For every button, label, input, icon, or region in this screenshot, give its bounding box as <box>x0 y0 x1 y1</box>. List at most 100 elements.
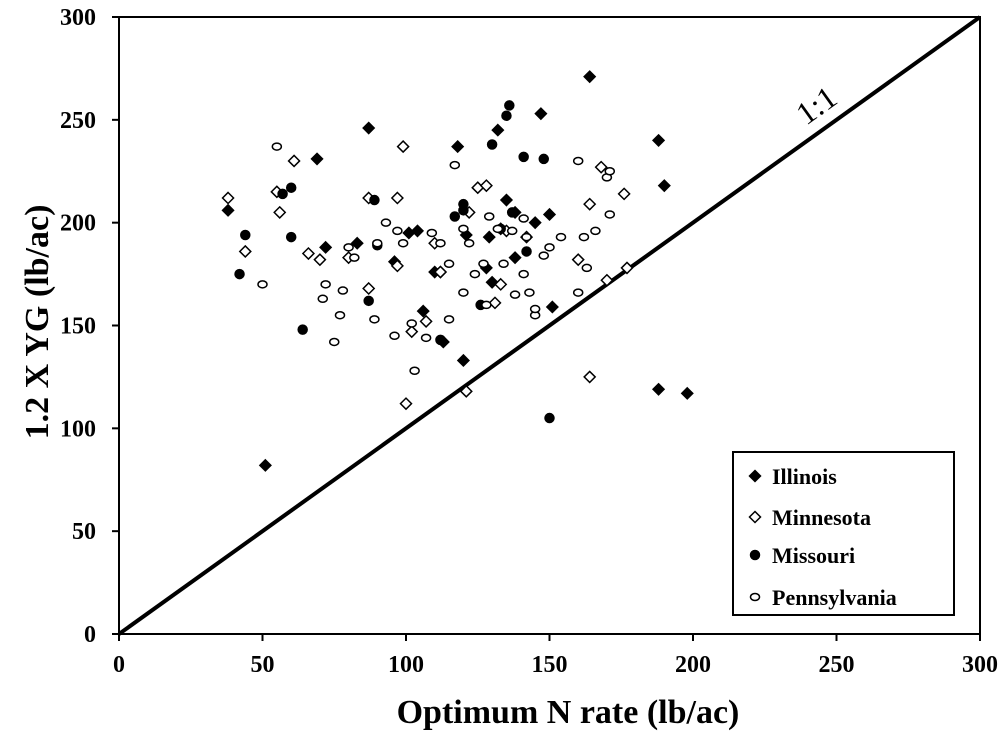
data-point-pennsylvania <box>518 269 529 279</box>
data-point-pennsylvania <box>506 226 518 236</box>
data-point-pennsylvania <box>604 167 616 176</box>
data-point-pennsylvania <box>271 142 283 151</box>
legend-symbol-pennsylvania <box>749 592 761 602</box>
y-axis-title: 1.2 X YG (lb/ac) <box>19 205 56 440</box>
data-point-minnesota <box>273 205 287 219</box>
data-point-pennsylvania <box>372 238 383 248</box>
y-axis-tick-labels: 0 50 100 150 200 250 300 <box>60 5 96 648</box>
data-point-minnesota <box>583 370 597 384</box>
data-point-missouri <box>538 153 550 165</box>
data-point-pennsylvania <box>572 156 584 166</box>
data-point-minnesota <box>488 296 502 310</box>
data-point-pennsylvania <box>544 243 555 252</box>
data-point-minnesota <box>494 277 508 291</box>
data-point-missouri <box>486 139 498 150</box>
axis-ticks <box>112 16 981 641</box>
data-point-illinois <box>456 353 470 368</box>
data-point-pennsylvania <box>555 232 567 242</box>
data-point-illinois <box>528 216 542 230</box>
data-point-minnesota <box>301 246 315 261</box>
data-points <box>221 70 694 472</box>
data-point-pennsylvania <box>492 224 504 234</box>
data-point-illinois <box>362 121 376 135</box>
reference-line-label: 1:1 <box>789 79 843 132</box>
data-point-illinois <box>583 70 597 84</box>
data-point-pennsylvania <box>443 259 455 269</box>
data-point-pennsylvania <box>521 232 532 242</box>
data-point-illinois <box>657 179 671 193</box>
data-point-missouri <box>501 110 512 121</box>
data-point-illinois <box>416 304 430 318</box>
data-point-illinois <box>258 458 272 472</box>
data-point-pennsylvania <box>257 280 268 289</box>
data-point-illinois <box>451 140 465 154</box>
data-point-missouri <box>297 324 308 335</box>
legend: Illinois Minnesota Missouri Pennsylvania <box>732 451 955 616</box>
data-point-minnesota <box>433 265 448 279</box>
data-point-pennsylvania <box>483 212 495 221</box>
y-tick-label: 50 <box>72 519 96 545</box>
legend-symbol-minnesota <box>748 510 762 524</box>
data-point-minnesota <box>479 179 493 193</box>
data-point-pennsylvania <box>458 224 469 234</box>
data-point-illinois <box>410 224 425 238</box>
y-tick-label: 150 <box>60 314 96 340</box>
data-point-minnesota <box>617 187 631 201</box>
data-point-minnesota <box>238 244 252 259</box>
data-point-missouri <box>435 334 446 346</box>
legend-label-pennsylvania: Pennsylvania <box>772 585 897 610</box>
data-point-pennsylvania <box>463 238 475 248</box>
x-tick-label: 100 <box>388 652 424 678</box>
y-tick-label: 300 <box>60 5 96 31</box>
data-point-illinois <box>651 382 666 396</box>
legend-symbol-missouri <box>749 549 761 561</box>
y-tick-label: 0 <box>84 622 96 648</box>
data-point-missouri <box>240 229 251 241</box>
legend-label-minnesota: Minnesota <box>772 505 871 530</box>
data-point-pennsylvania <box>329 337 340 347</box>
data-point-missouri <box>285 182 297 193</box>
data-point-pennsylvania <box>392 226 403 236</box>
legend-symbols <box>748 469 762 602</box>
series-pennsylvania <box>257 142 616 375</box>
data-point-pennsylvania <box>409 366 420 375</box>
data-point-pennsylvania <box>337 286 349 295</box>
data-point-minnesota <box>571 253 585 267</box>
data-point-pennsylvania <box>524 288 535 297</box>
data-point-pennsylvania <box>604 210 616 219</box>
x-tick-label: 0 <box>113 652 125 678</box>
data-point-pennsylvania <box>509 290 521 299</box>
data-point-minnesota <box>390 191 404 205</box>
data-point-pennsylvania <box>572 288 584 297</box>
x-tick-label: 200 <box>675 652 711 678</box>
data-point-minnesota <box>620 261 634 275</box>
data-point-illinois <box>221 203 235 217</box>
data-point-illinois <box>482 230 496 244</box>
data-point-pennsylvania <box>498 259 509 269</box>
data-point-missouri <box>369 194 380 206</box>
x-axis-title: Optimum N rate (lb/ac) <box>397 694 740 731</box>
x-axis-tick-labels: 0 50 100 150 200 250 300 <box>113 652 998 678</box>
data-point-pennsylvania <box>449 160 461 170</box>
x-tick-label: 300 <box>962 652 998 678</box>
y-tick-label: 250 <box>60 108 96 134</box>
data-point-pennsylvania <box>389 331 400 341</box>
series-illinois <box>221 70 694 472</box>
data-point-illinois <box>545 300 559 314</box>
x-tick-label: 250 <box>819 652 855 678</box>
data-point-missouri <box>521 246 532 257</box>
data-point-pennsylvania <box>469 269 481 279</box>
data-point-minnesota <box>287 154 301 168</box>
data-point-minnesota <box>583 197 597 211</box>
legend-box <box>732 451 955 616</box>
data-point-illinois <box>542 207 557 222</box>
data-point-pennsylvania <box>581 263 593 273</box>
data-point-illinois <box>651 133 666 147</box>
data-point-pennsylvania <box>578 232 590 242</box>
legend-label-illinois: Illinois <box>772 464 837 489</box>
data-point-pennsylvania <box>369 315 380 324</box>
plot-area: 1:1 <box>112 15 982 641</box>
data-point-missouri <box>506 207 518 218</box>
data-point-pennsylvania <box>538 251 550 260</box>
